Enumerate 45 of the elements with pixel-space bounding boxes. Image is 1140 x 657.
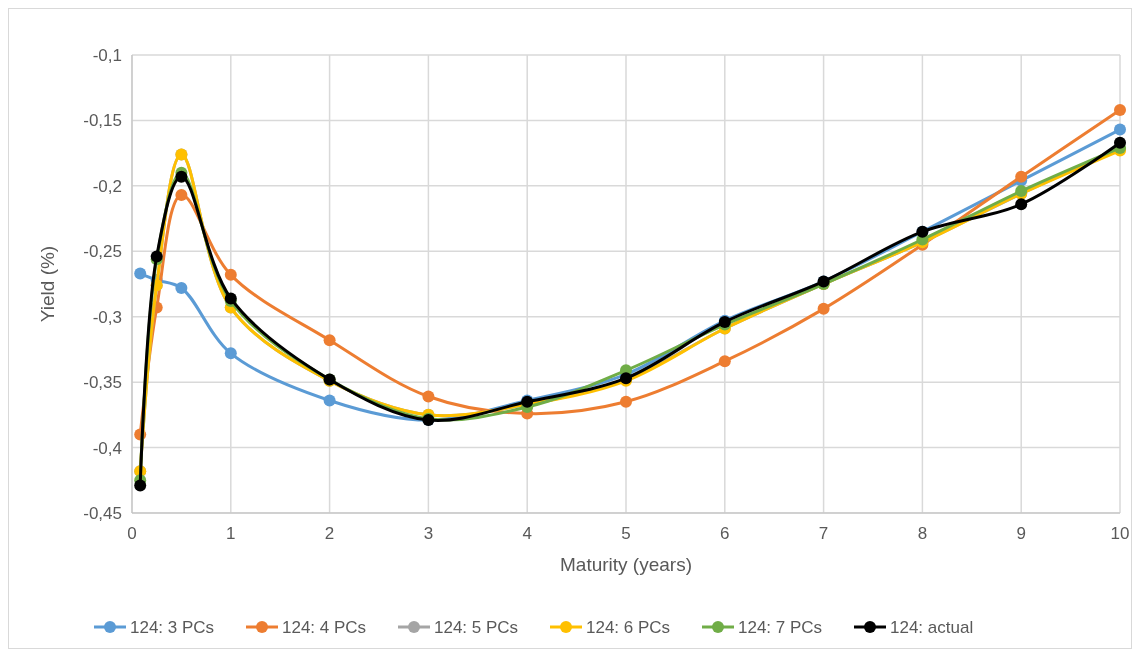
point (817, 302, 830, 315)
y-tick-label: -0,25 (83, 242, 122, 262)
x-tick-label: 0 (127, 524, 137, 543)
point (224, 268, 237, 281)
x-tick-label: 5 (621, 524, 631, 543)
y-tick-label: -0,3 (92, 307, 122, 327)
point (224, 347, 237, 360)
point (1114, 123, 1126, 136)
x-tick-label: 4 (522, 524, 532, 543)
x-axis-title: Maturity (years) (560, 554, 692, 575)
y-tick-label: -0,15 (83, 111, 122, 131)
point (175, 281, 188, 294)
legend-label: 124: 6 PCs (586, 617, 671, 637)
y-tick-label: -0,35 (83, 373, 122, 393)
y-tick-label: -0,1 (92, 45, 122, 65)
legend-label: 124: 7 PCs (738, 617, 823, 637)
point (323, 394, 336, 407)
point (175, 170, 188, 183)
x-tick-label: 2 (324, 524, 335, 543)
x-tick-label: 3 (423, 524, 434, 543)
x-tick-label: 9 (1016, 524, 1026, 543)
legend-label: 124: actual (890, 617, 974, 637)
x-tick-label: 7 (818, 524, 829, 543)
x-tick-label: 1 (226, 524, 236, 543)
x-tick-label: 8 (917, 524, 928, 543)
point (620, 395, 632, 408)
point (1015, 170, 1028, 183)
y-tick-label: -0,4 (92, 438, 122, 458)
legend-label: 124: 3 PCs (130, 617, 215, 637)
point (1114, 136, 1126, 149)
point (134, 479, 147, 492)
legend-label: 124: 5 PCs (434, 617, 519, 637)
x-tick-label: 6 (720, 524, 730, 543)
point (134, 267, 147, 280)
y-axis-title: Yield (%) (37, 245, 58, 323)
point (718, 355, 731, 368)
x-tick-label: 10 (1110, 524, 1130, 543)
point (175, 189, 188, 202)
point (422, 390, 435, 403)
point (323, 334, 336, 347)
y-tick-label: -0,45 (83, 503, 122, 523)
legend-label: 124: 4 PCs (282, 617, 367, 637)
y-tick-label: -0,2 (92, 176, 122, 196)
point (1114, 103, 1126, 116)
point (1015, 198, 1028, 211)
